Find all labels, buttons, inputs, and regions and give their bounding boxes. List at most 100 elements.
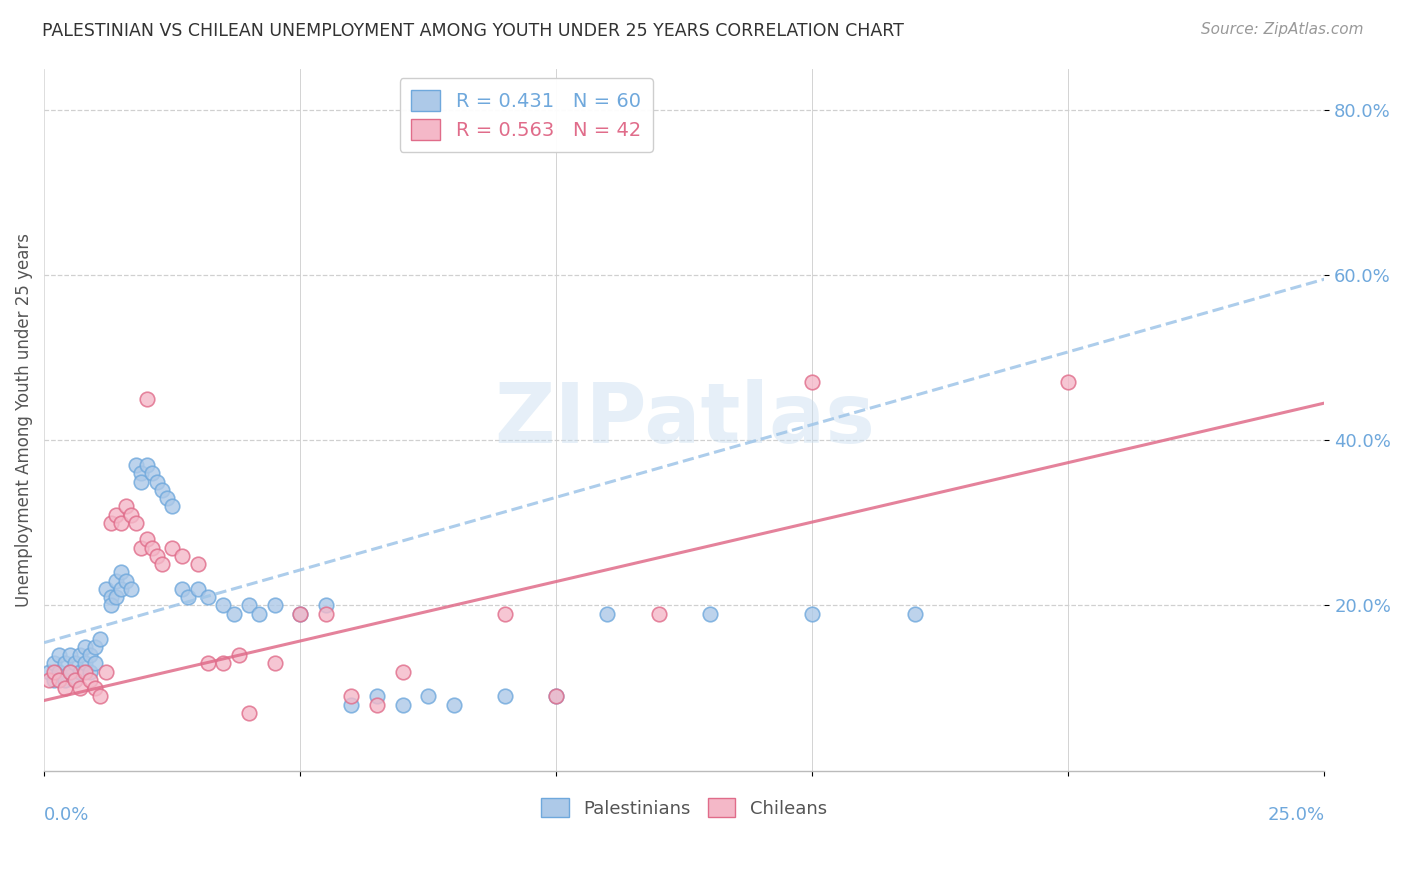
Point xyxy=(131,541,153,555)
Text: 0.0%: 0.0% xyxy=(44,805,90,824)
Point xyxy=(75,657,97,671)
Point xyxy=(263,599,285,613)
Point xyxy=(94,582,117,596)
Point xyxy=(197,657,219,671)
Point xyxy=(100,599,122,613)
Y-axis label: Unemployment Among Youth under 25 years: Unemployment Among Youth under 25 years xyxy=(15,233,32,607)
Point xyxy=(63,673,86,687)
Point xyxy=(131,467,153,481)
Point xyxy=(801,607,824,621)
Text: Source: ZipAtlas.com: Source: ZipAtlas.com xyxy=(1201,22,1364,37)
Point xyxy=(391,665,413,679)
Point xyxy=(94,665,117,679)
Point xyxy=(315,607,337,621)
Legend: Palestinians, Chileans: Palestinians, Chileans xyxy=(534,790,834,825)
Point xyxy=(263,657,285,671)
Point xyxy=(150,483,173,497)
Point xyxy=(100,516,122,530)
Point xyxy=(647,607,669,621)
Point xyxy=(418,690,440,704)
Point xyxy=(89,690,111,704)
Point xyxy=(63,673,86,687)
Point xyxy=(120,582,142,596)
Point xyxy=(84,681,107,695)
Point xyxy=(187,582,209,596)
Point xyxy=(48,648,70,662)
Point xyxy=(84,657,107,671)
Point xyxy=(44,665,66,679)
Point xyxy=(135,392,157,406)
Point xyxy=(53,673,76,687)
Point xyxy=(125,516,148,530)
Point xyxy=(160,500,183,514)
Point xyxy=(228,648,250,662)
Point xyxy=(238,599,260,613)
Point xyxy=(115,574,138,588)
Point xyxy=(75,640,97,654)
Point xyxy=(340,698,363,712)
Point xyxy=(53,681,76,695)
Point xyxy=(53,657,76,671)
Point xyxy=(48,665,70,679)
Point xyxy=(366,698,388,712)
Point xyxy=(176,591,198,605)
Point xyxy=(288,607,311,621)
Point xyxy=(238,706,260,720)
Point xyxy=(146,549,169,563)
Point xyxy=(59,665,82,679)
Point xyxy=(38,673,60,687)
Point xyxy=(288,607,311,621)
Point xyxy=(69,681,91,695)
Point xyxy=(44,657,66,671)
Point xyxy=(699,607,721,621)
Point xyxy=(48,673,70,687)
Point xyxy=(340,690,363,704)
Point xyxy=(44,673,66,687)
Point xyxy=(84,640,107,654)
Text: PALESTINIAN VS CHILEAN UNEMPLOYMENT AMONG YOUTH UNDER 25 YEARS CORRELATION CHART: PALESTINIAN VS CHILEAN UNEMPLOYMENT AMON… xyxy=(42,22,904,40)
Point xyxy=(110,516,132,530)
Point xyxy=(146,475,169,489)
Point xyxy=(110,582,132,596)
Point xyxy=(59,665,82,679)
Point xyxy=(79,673,101,687)
Point xyxy=(222,607,245,621)
Point xyxy=(38,665,60,679)
Point xyxy=(596,607,619,621)
Point xyxy=(172,549,194,563)
Point xyxy=(546,690,568,704)
Point xyxy=(75,665,97,679)
Point xyxy=(131,475,153,489)
Point xyxy=(79,665,101,679)
Point xyxy=(110,566,132,580)
Point xyxy=(212,657,235,671)
Point xyxy=(904,607,927,621)
Point xyxy=(801,376,824,390)
Point xyxy=(546,690,568,704)
Point xyxy=(120,508,142,522)
Point xyxy=(125,458,148,472)
Point xyxy=(366,690,388,704)
Point xyxy=(100,591,122,605)
Point xyxy=(141,541,163,555)
Point xyxy=(89,632,111,646)
Point xyxy=(494,607,516,621)
Point xyxy=(59,648,82,662)
Point xyxy=(212,599,235,613)
Point xyxy=(69,648,91,662)
Point xyxy=(141,467,163,481)
Point xyxy=(135,533,157,547)
Point xyxy=(197,591,219,605)
Point xyxy=(315,599,337,613)
Point xyxy=(391,698,413,712)
Point xyxy=(63,657,86,671)
Point xyxy=(79,648,101,662)
Point xyxy=(115,500,138,514)
Point xyxy=(187,557,209,571)
Point xyxy=(160,541,183,555)
Point xyxy=(135,458,157,472)
Point xyxy=(104,508,127,522)
Point xyxy=(104,591,127,605)
Text: 25.0%: 25.0% xyxy=(1267,805,1324,824)
Text: ZIPatlas: ZIPatlas xyxy=(494,379,875,460)
